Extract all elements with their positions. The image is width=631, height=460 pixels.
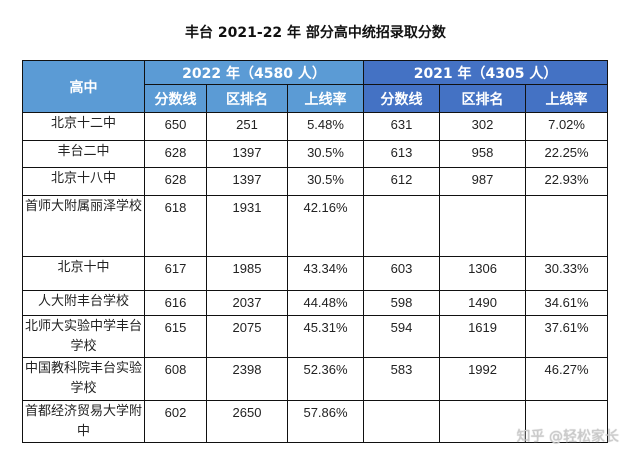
- cell-name: 丰台二中: [22, 140, 145, 168]
- cell-p22: 30.5%: [286, 167, 365, 196]
- cell-s22: 615: [144, 315, 207, 358]
- cell-name: 北师大实验中学丰台学校: [22, 315, 145, 358]
- cell-p21: 34.61%: [525, 290, 609, 316]
- cell-s22: 628: [144, 167, 207, 196]
- cell-s22: 650: [144, 112, 207, 141]
- cell-p21: [525, 195, 609, 257]
- cell-name: 北京十二中: [22, 112, 145, 141]
- cell-s21: 603: [363, 256, 441, 291]
- cell-r21: 958: [439, 140, 527, 168]
- header-2021-rank: 区排名: [439, 84, 527, 113]
- cell-name: 北京十八中: [22, 167, 145, 196]
- cell-name: 首都经济贸易大学附中: [22, 400, 145, 443]
- cell-s22: 628: [144, 140, 207, 168]
- table-row: 丰台二中 628 1397 30.5% 613 958 22.25%: [22, 140, 609, 168]
- cell-r22: 1397: [206, 140, 288, 168]
- cell-r21: 987: [439, 167, 527, 196]
- cell-p22: 44.48%: [286, 290, 365, 316]
- cell-s22: 602: [144, 400, 207, 443]
- table-row: 北京十二中 650 251 5.48% 631 302 7.02%: [22, 112, 609, 141]
- cell-r21: [439, 195, 527, 257]
- cell-r22: 2398: [206, 357, 288, 401]
- header-2021-score: 分数线: [363, 84, 441, 113]
- cell-p22: 45.31%: [286, 315, 365, 358]
- cell-s21: [363, 400, 441, 443]
- cell-p22: 57.86%: [286, 400, 365, 443]
- document-title: 丰台 2021-22 年 部分高中统招录取分数: [185, 25, 446, 41]
- cell-r21: 1490: [439, 290, 527, 316]
- cell-r22: 1985: [206, 256, 288, 291]
- cell-p21: [525, 400, 609, 443]
- cell-p21: 30.33%: [525, 256, 609, 291]
- table-row: 北师大实验中学丰台学校 615 2075 45.31% 594 1619 37.61%: [22, 315, 609, 358]
- cell-r21: 1619: [439, 315, 527, 358]
- cell-p21: 22.93%: [525, 167, 609, 196]
- header-2021: 2021 年（4305 人）: [363, 60, 609, 85]
- cell-r21: 1306: [439, 256, 527, 291]
- cell-r22: 1397: [206, 167, 288, 196]
- cell-p21: 22.25%: [525, 140, 609, 168]
- table-row: 人大附丰台学校 616 2037 44.48% 598 1490 34.61%: [22, 290, 609, 316]
- cell-r22: 2037: [206, 290, 288, 316]
- cell-p22: 30.5%: [286, 140, 365, 168]
- cell-r21: 1992: [439, 357, 527, 401]
- table-row: 北京十中 617 1985 43.34% 603 1306 30.33%: [22, 256, 609, 291]
- table-row: 中国教科院丰台实验学校 608 2398 52.36% 583 1992 46.27%: [22, 357, 609, 401]
- cell-r22: 251: [206, 112, 288, 141]
- cell-s21: 612: [363, 167, 441, 196]
- cell-r21: [439, 400, 527, 443]
- cell-s22: 616: [144, 290, 207, 316]
- cell-name: 北京十中: [22, 256, 145, 291]
- cell-s21: 594: [363, 315, 441, 358]
- cell-p22: 52.36%: [286, 357, 365, 401]
- cell-s22: 608: [144, 357, 207, 401]
- cell-s22: 618: [144, 195, 207, 257]
- cell-r22: 2650: [206, 400, 288, 443]
- cell-s21: 583: [363, 357, 441, 401]
- cell-r21: 302: [439, 112, 527, 141]
- header-2022-score: 分数线: [144, 84, 207, 113]
- cell-r22: 2075: [206, 315, 288, 358]
- cell-name: 人大附丰台学校: [22, 290, 145, 316]
- cell-p21: 37.61%: [525, 315, 609, 358]
- table-row: 首都经济贸易大学附中 602 2650 57.86%: [22, 400, 609, 443]
- header-2022: 2022 年（4580 人）: [143, 60, 365, 85]
- cell-p22: 42.16%: [286, 195, 365, 257]
- cell-s21: [363, 195, 441, 257]
- table-row: 北京十八中 628 1397 30.5% 612 987 22.93%: [22, 167, 609, 196]
- header-2021-rate: 上线率: [525, 84, 609, 113]
- header-school: 高中: [22, 60, 145, 113]
- header-2022-rank: 区排名: [206, 84, 288, 113]
- header-2022-rate: 上线率: [286, 84, 365, 113]
- cell-p21: 7.02%: [525, 112, 609, 141]
- cell-r22: 1931: [206, 195, 288, 257]
- admission-score-table: 高中 2022 年（4580 人） 2021 年（4305 人） 分数线 区排名…: [22, 60, 609, 443]
- cell-s21: 613: [363, 140, 441, 168]
- table-row: 首师大附属丽泽学校 618 1931 42.16%: [22, 195, 609, 257]
- cell-s21: 631: [363, 112, 441, 141]
- cell-name: 中国教科院丰台实验学校: [22, 357, 145, 401]
- cell-p22: 43.34%: [286, 256, 365, 291]
- cell-s22: 617: [144, 256, 207, 291]
- cell-p22: 5.48%: [286, 112, 365, 141]
- cell-s21: 598: [363, 290, 441, 316]
- cell-name: 首师大附属丽泽学校: [22, 195, 145, 257]
- cell-p21: 46.27%: [525, 357, 609, 401]
- watermark: 知乎 @轻松家长: [516, 429, 619, 445]
